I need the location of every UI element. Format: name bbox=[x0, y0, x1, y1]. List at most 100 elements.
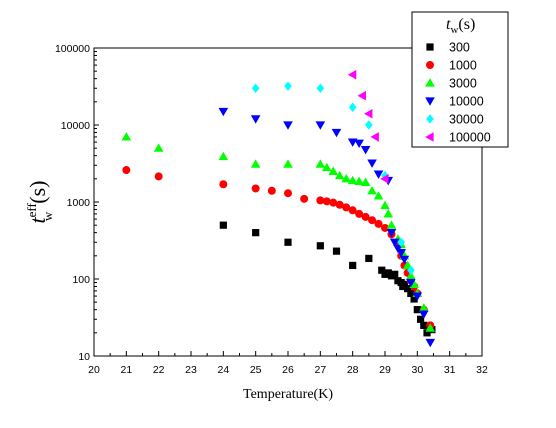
data-point bbox=[283, 121, 293, 130]
data-point bbox=[316, 242, 324, 250]
legend: tw(s) 300 1000 3000 10000 30000 100000 bbox=[411, 11, 509, 148]
data-point bbox=[283, 159, 293, 168]
data-point bbox=[284, 81, 292, 91]
data-point bbox=[219, 180, 228, 189]
data-point bbox=[400, 280, 408, 289]
x-tick-label: 21 bbox=[120, 364, 132, 376]
data-point bbox=[374, 219, 383, 228]
data-point bbox=[252, 229, 260, 237]
legend-item-100000: 100000 bbox=[425, 131, 491, 145]
y-axis-label-sub: w bbox=[40, 211, 55, 221]
data-point bbox=[419, 303, 429, 312]
y-tick-label: 100000 bbox=[55, 43, 90, 55]
legend-label: 10000 bbox=[449, 95, 484, 109]
data-point bbox=[342, 203, 351, 212]
data-point bbox=[284, 238, 292, 246]
legend-item-30000: 30000 bbox=[426, 113, 484, 127]
x-tick-label: 29 bbox=[379, 364, 391, 376]
data-point bbox=[122, 166, 131, 175]
x-tick-label: 30 bbox=[411, 364, 423, 376]
data-point bbox=[360, 177, 371, 186]
data-point bbox=[354, 176, 364, 186]
series-1000 bbox=[122, 166, 435, 330]
data-point bbox=[410, 295, 418, 303]
data-point bbox=[347, 175, 358, 185]
legend-label: 30000 bbox=[449, 113, 484, 127]
legend-title-tail: (s) bbox=[458, 16, 475, 33]
data-point bbox=[154, 172, 163, 181]
data-point bbox=[397, 237, 406, 248]
data-point bbox=[412, 292, 423, 301]
data-marks bbox=[121, 69, 436, 348]
data-point bbox=[354, 139, 364, 149]
legend-label: 1000 bbox=[449, 59, 477, 73]
x-tick-label: 31 bbox=[444, 364, 456, 376]
legend-label: 3000 bbox=[449, 77, 477, 91]
y-axis-label-tail: (s) bbox=[25, 181, 50, 204]
data-point bbox=[406, 271, 416, 280]
legend-items: 300 1000 3000 10000 30000 100000 bbox=[425, 41, 491, 145]
data-point bbox=[370, 132, 379, 142]
data-point bbox=[378, 266, 386, 274]
legend-label: 300 bbox=[449, 41, 470, 55]
data-point bbox=[393, 244, 403, 254]
data-point bbox=[413, 306, 421, 314]
data-point bbox=[364, 108, 373, 119]
legend-label: 100000 bbox=[449, 131, 491, 145]
x-tick-label: 32 bbox=[476, 364, 488, 376]
svg-text:teffw(s): teffw (s) bbox=[24, 181, 55, 224]
data-point bbox=[391, 270, 399, 278]
y-axis-label-sup: eff bbox=[24, 202, 39, 217]
data-point bbox=[425, 338, 436, 348]
data-point bbox=[386, 229, 397, 238]
data-point bbox=[316, 83, 325, 94]
data-point bbox=[367, 159, 377, 168]
data-point bbox=[361, 212, 370, 221]
data-point bbox=[335, 200, 344, 209]
x-tick-label: 20 bbox=[88, 364, 100, 376]
data-point bbox=[355, 209, 364, 218]
data-point bbox=[389, 238, 400, 248]
data-point bbox=[373, 170, 384, 179]
data-point bbox=[416, 315, 425, 323]
data-point bbox=[331, 128, 342, 138]
legend-item-1000: 1000 bbox=[426, 59, 477, 73]
data-point bbox=[423, 329, 431, 337]
data-point bbox=[368, 216, 377, 225]
data-point bbox=[407, 265, 415, 276]
data-point bbox=[300, 194, 309, 203]
x-tick-label: 23 bbox=[185, 364, 197, 376]
data-point bbox=[357, 90, 366, 101]
x-axis: 20 21 22 23 24 25 26 27 28 29 30 31 32 bbox=[88, 351, 488, 376]
data-point bbox=[322, 162, 332, 172]
x-tick-label: 24 bbox=[217, 364, 229, 376]
data-point bbox=[348, 206, 357, 215]
data-point bbox=[267, 186, 276, 195]
data-point bbox=[406, 278, 416, 288]
data-point bbox=[315, 159, 326, 168]
data-point bbox=[383, 209, 394, 218]
y-tick-label: 1000 bbox=[67, 197, 91, 209]
legend-title-sub: w bbox=[450, 24, 458, 36]
data-point bbox=[404, 285, 412, 293]
data-point bbox=[329, 198, 338, 207]
legend-marker bbox=[426, 61, 434, 69]
data-point bbox=[315, 121, 326, 130]
y-axis-label-main: t bbox=[25, 216, 50, 223]
data-point bbox=[425, 323, 436, 332]
data-point bbox=[219, 221, 227, 229]
x-tick-label: 22 bbox=[153, 364, 165, 376]
data-point bbox=[367, 185, 377, 195]
data-point bbox=[380, 174, 389, 184]
x-tick-label: 27 bbox=[314, 364, 326, 376]
data-point bbox=[251, 83, 260, 94]
data-point bbox=[328, 166, 339, 175]
data-point bbox=[386, 220, 397, 229]
legend-item-10000: 10000 bbox=[425, 95, 484, 109]
data-point bbox=[153, 143, 164, 152]
x-tick-label: 28 bbox=[347, 364, 359, 376]
data-point bbox=[348, 102, 357, 113]
data-point bbox=[251, 184, 260, 193]
data-point bbox=[284, 189, 292, 198]
